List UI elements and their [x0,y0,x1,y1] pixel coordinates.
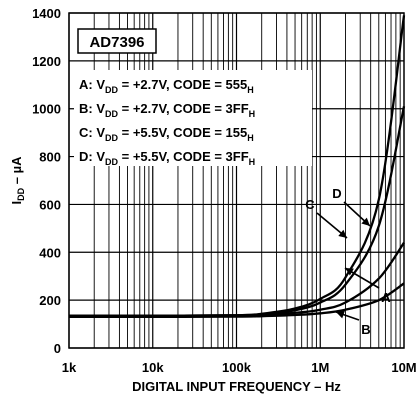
plot-frame [68,12,405,349]
x-tick-label: 10M [391,360,416,375]
legend-entry-sub: DD [105,109,118,119]
curve-label-c: C [305,197,315,212]
x-tick-labels: 1k 10k 100k 1M 10M [62,360,417,375]
y-tick-labels: 0 200 400 600 800 1000 1200 1400 [32,6,61,356]
legend-entry-label: A: V [79,77,105,92]
curve-label-a: A [381,290,391,305]
x-tick-label: 1M [311,360,329,375]
legend-entry-label: C: V [79,125,105,140]
legend-entry-sub: DD [105,85,118,95]
curve-label-d: D [332,186,341,201]
y-axis-label-main: I [9,201,24,205]
curve-arrowhead-b [336,310,345,319]
curve-label-b: B [361,322,370,337]
legend-entry-end-sub: H [249,109,256,119]
y-tick-label: 1200 [32,54,61,69]
legend-entry-end-sub: H [249,157,256,167]
curve-arrowhead-c [338,229,347,238]
y-axis-label-sub: DD [16,187,26,200]
y-tick-label: 800 [39,150,61,165]
y-tick-label: 1000 [32,102,61,117]
y-tick-label: 600 [39,197,61,212]
chart-label: AD7396 [89,34,144,51]
legend-entry-a: A: VDD = +2.7V, CODE = 555H [79,77,254,95]
legend-entry-label: D: V [79,149,105,164]
y-tick-label: 200 [39,293,61,308]
legend-entry-d: D: VDD = +5.5V, CODE = 3FFH [79,149,255,167]
legend-entry-b: B: VDD = +2.7V, CODE = 3FFH [79,101,255,119]
y-axis-label: IDD – µA [9,156,26,205]
x-tick-label: 1k [62,360,77,375]
legend-entry-text: = +5.5V, CODE = 155 [118,125,247,140]
y-axis-label-unit: – µA [9,156,24,188]
legend-entry-end-sub: H [247,133,254,143]
legend-box [74,70,312,166]
series-line-d [68,106,406,317]
chart-label-box [77,28,157,54]
legend-entry-c: C: VDD = +5.5V, CODE = 155H [79,125,254,143]
y-tick-label: 1400 [32,6,61,21]
legend-entry-sub: DD [105,157,118,167]
curve-arrowhead-a [345,268,354,276]
legend-entry-text: = +2.7V, CODE = 3FF [118,101,249,116]
legend-entry-text: = +2.7V, CODE = 555 [118,77,247,92]
x-tick-label: 10k [142,360,164,375]
legend-entry-text: = +5.5V, CODE = 3FF [118,149,249,164]
x-tick-label: 100k [222,360,252,375]
y-tick-label: 0 [54,341,61,356]
y-tick-label: 400 [39,245,61,260]
series-line-b [68,282,405,319]
legend-entry-label: B: V [79,101,105,116]
legend-entry-end-sub: H [247,85,254,95]
x-axis-label: DIGITAL INPUT FREQUENCY – Hz [132,379,341,394]
curve-arrowhead-d [361,217,370,226]
series-layer [68,15,406,319]
legend-entry-sub: DD [105,133,118,143]
curve-annotations: A B C D [305,186,391,337]
